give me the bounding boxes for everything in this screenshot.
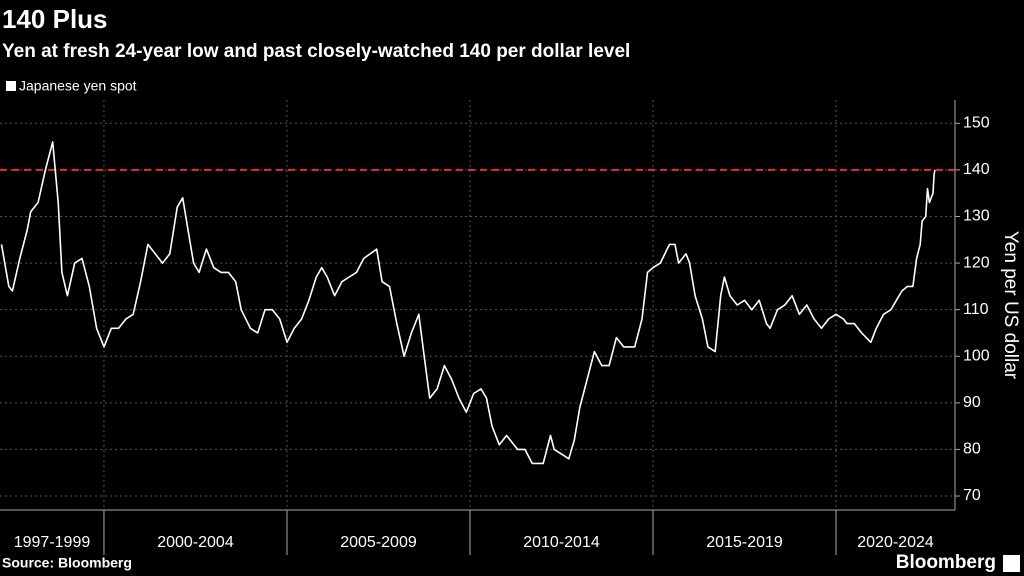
y-tick-label: 100 (963, 347, 990, 364)
chart-title: 140 Plus (2, 4, 108, 34)
y-tick-label: 120 (963, 254, 990, 271)
x-period-label: 2000-2004 (157, 534, 234, 551)
y-axis-label: Yen per US dollar (1000, 231, 1021, 380)
series-line (0, 141, 936, 465)
y-tick-label: 150 (963, 115, 990, 132)
x-period-label: 2005-2009 (340, 534, 417, 551)
legend-swatch (6, 81, 16, 91)
y-tick-label: 90 (963, 394, 981, 411)
brand: Bloomberg (896, 552, 996, 573)
x-period-label: 1997-1999 (14, 534, 91, 551)
y-tick-label: 110 (963, 301, 989, 318)
source: Source: Bloomberg (2, 555, 132, 571)
y-tick-label: 130 (963, 208, 990, 225)
x-period-label: 2015-2019 (706, 534, 783, 551)
chart-subtitle: Yen at fresh 24-year low and past closel… (2, 41, 630, 62)
x-period-label: 2020-2024 (857, 534, 934, 551)
x-period-label: 2010-2014 (523, 534, 600, 551)
legend-label: Japanese yen spot (19, 78, 137, 94)
y-tick-label: 70 (963, 487, 981, 504)
y-tick-label: 140 (963, 161, 990, 178)
brand-icon (1003, 555, 1020, 572)
y-tick-label: 80 (963, 441, 981, 458)
